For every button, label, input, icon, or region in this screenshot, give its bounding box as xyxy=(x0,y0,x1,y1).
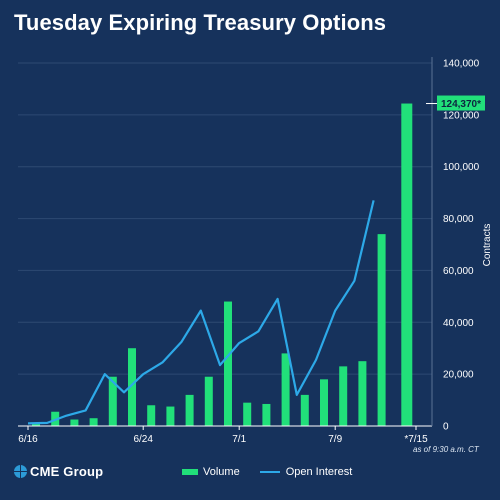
volume-bar xyxy=(401,103,413,426)
volume-bar xyxy=(358,361,367,426)
y-tick-label: 0 xyxy=(443,422,449,433)
axis-layer xyxy=(18,57,438,430)
x-tick-label: *7/15 xyxy=(404,434,428,445)
y-tick-label: 140,000 xyxy=(443,59,480,70)
legend-item-volume: Volume xyxy=(182,466,240,478)
volume-bar xyxy=(147,405,156,426)
volume-bar xyxy=(108,376,117,426)
volume-bar xyxy=(339,366,348,426)
volume-bar xyxy=(300,394,309,426)
globe-icon xyxy=(14,465,27,478)
volume-bar xyxy=(224,301,232,426)
cme-group-logo: CME Group xyxy=(14,464,103,479)
legend-label-volume: Volume xyxy=(203,466,240,478)
chart-title: Tuesday Expiring Treasury Options xyxy=(14,10,387,35)
open-interest-line xyxy=(27,200,375,425)
volume-bar xyxy=(185,394,194,426)
x-tick-label: 7/9 xyxy=(328,434,342,445)
volume-bar xyxy=(32,423,40,426)
footer: CME Group Volume Open Interest xyxy=(0,462,500,484)
volume-bar xyxy=(204,376,213,426)
y-axis-title: Contracts xyxy=(482,224,493,267)
y-tick-label: 80,000 xyxy=(443,214,474,225)
volume-bar xyxy=(89,418,98,426)
callout-box xyxy=(437,95,485,111)
legend-item-open-interest: Open Interest xyxy=(259,466,353,478)
y-tick-label: 40,000 xyxy=(443,318,474,329)
y-tick-label: 60,000 xyxy=(443,266,474,277)
legend: Volume Open Interest xyxy=(182,466,372,478)
y-tick-label: 120,000 xyxy=(443,110,480,121)
x-tick-label: 7/1 xyxy=(232,434,246,445)
volume-bar xyxy=(320,379,328,426)
volume-bar xyxy=(128,348,136,426)
volume-bar xyxy=(243,402,252,426)
brand-name: CME Group xyxy=(30,464,104,479)
y-tick-label: 100,000 xyxy=(443,162,480,173)
volume-bars xyxy=(32,103,413,426)
legend-swatch-volume xyxy=(182,469,198,475)
x-tick-label: 6/16 xyxy=(18,434,38,445)
timestamp-note: as of 9:30 a.m. CT xyxy=(413,445,480,454)
volume-bar xyxy=(262,403,271,426)
volume-bar xyxy=(166,406,175,426)
x-tick-label: 6/24 xyxy=(133,434,153,445)
volume-bar xyxy=(377,234,386,426)
open-interest-line-layer xyxy=(27,200,375,425)
legend-swatch-open-interest xyxy=(259,471,280,473)
callout-label: 124,370* xyxy=(441,99,481,110)
volume-bar xyxy=(281,353,290,426)
volume-bar xyxy=(70,419,79,426)
label-layer: 020,00040,00060,00080,000100,000120,0001… xyxy=(18,59,493,455)
y-tick-label: 20,000 xyxy=(443,370,474,381)
legend-label-open-interest: Open Interest xyxy=(285,466,353,478)
